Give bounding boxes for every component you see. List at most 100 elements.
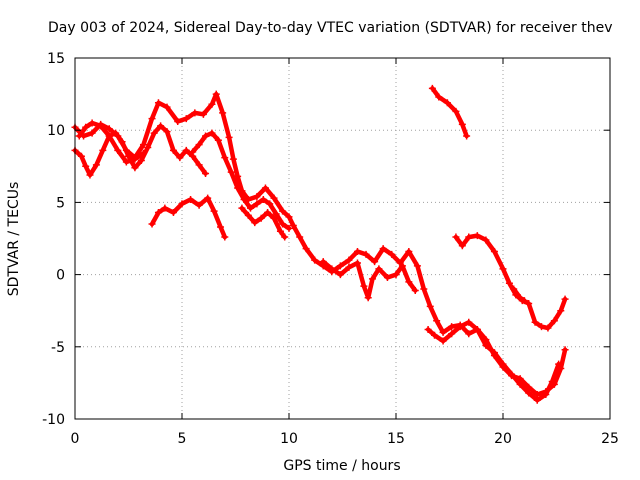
data-point (364, 294, 372, 302)
data-point (525, 389, 533, 397)
data-point (456, 323, 464, 331)
data-point (531, 318, 539, 326)
data-point (227, 168, 235, 176)
data-point (219, 109, 227, 117)
data-point (458, 242, 466, 250)
data-point (411, 286, 419, 294)
series-line (72, 123, 208, 178)
data-point (482, 341, 490, 349)
data-point (555, 360, 563, 368)
data-point (525, 299, 533, 307)
series-arc-5 (148, 194, 229, 241)
y-tick-label: -10 (42, 412, 65, 428)
data-point (388, 250, 396, 258)
x-tick-label: 5 (178, 431, 187, 447)
data-point (435, 93, 443, 101)
x-tick-label: 15 (387, 431, 405, 447)
x-tick-label: 20 (494, 431, 512, 447)
data-point (510, 285, 518, 293)
series-line (190, 130, 292, 231)
data-point (473, 325, 481, 333)
data-point (182, 115, 190, 123)
y-tick-label: -5 (51, 340, 65, 356)
data-point (458, 120, 466, 128)
data-point (77, 152, 85, 160)
data-point (345, 256, 353, 264)
data-point (375, 265, 383, 273)
data-point (139, 141, 147, 149)
data-point (482, 236, 490, 244)
data-point (199, 110, 207, 118)
data-point (516, 380, 524, 388)
series-arc-4 (189, 129, 293, 232)
data-point (125, 152, 132, 160)
data-point (253, 200, 261, 208)
data-point (311, 256, 319, 264)
data-point (150, 129, 158, 137)
data-point (538, 323, 546, 331)
data-point (490, 247, 498, 255)
data-point (169, 209, 177, 217)
data-point (465, 233, 473, 241)
data-point (296, 233, 304, 241)
data-point (452, 107, 460, 115)
series-line (453, 233, 568, 331)
data-point (105, 132, 113, 140)
data-point (281, 233, 289, 241)
data-point (439, 328, 447, 336)
data-point (187, 196, 195, 204)
data-point (92, 161, 100, 169)
data-point (443, 99, 451, 107)
data-point (212, 90, 220, 98)
data-point (202, 132, 210, 140)
data-point (272, 210, 280, 218)
data-point (433, 317, 441, 325)
data-point (174, 118, 182, 126)
data-point (131, 155, 139, 163)
data-point (520, 297, 528, 305)
y-tick-label: 0 (56, 268, 65, 284)
data-point (259, 196, 267, 204)
data-point (336, 262, 344, 270)
data-point (163, 128, 171, 136)
data-point (426, 302, 434, 310)
data-point (217, 223, 225, 231)
data-point (204, 194, 212, 202)
data-point (86, 171, 94, 179)
data-point (214, 136, 222, 144)
data-point (463, 132, 471, 140)
data-point (229, 155, 237, 163)
data-point (251, 219, 259, 227)
data-point (122, 158, 130, 166)
data-point (210, 207, 218, 215)
data-point (548, 377, 556, 385)
y-tick-label: 15 (47, 51, 65, 67)
data-point (508, 370, 516, 378)
data-point (195, 141, 203, 149)
data-point (234, 184, 242, 192)
data-point (264, 209, 272, 217)
plot-frame (74, 57, 611, 420)
series-arc-10 (510, 285, 528, 305)
data-point (353, 247, 361, 255)
data-point (195, 201, 203, 209)
data-point (473, 232, 481, 240)
data-point (533, 396, 541, 404)
data-point (112, 129, 120, 137)
series-arc-8 (428, 84, 471, 140)
data-point (221, 233, 229, 241)
data-point (163, 103, 171, 111)
data-point (97, 122, 105, 130)
data-point (557, 307, 565, 315)
series-line (425, 320, 561, 403)
data-point (383, 273, 391, 281)
data-point (270, 214, 278, 222)
ticks (74, 57, 611, 420)
data-point (178, 200, 186, 208)
data-point (448, 323, 456, 331)
data-point (420, 285, 428, 293)
data-point (398, 262, 406, 270)
data-point (182, 146, 190, 154)
data-point (253, 193, 261, 201)
